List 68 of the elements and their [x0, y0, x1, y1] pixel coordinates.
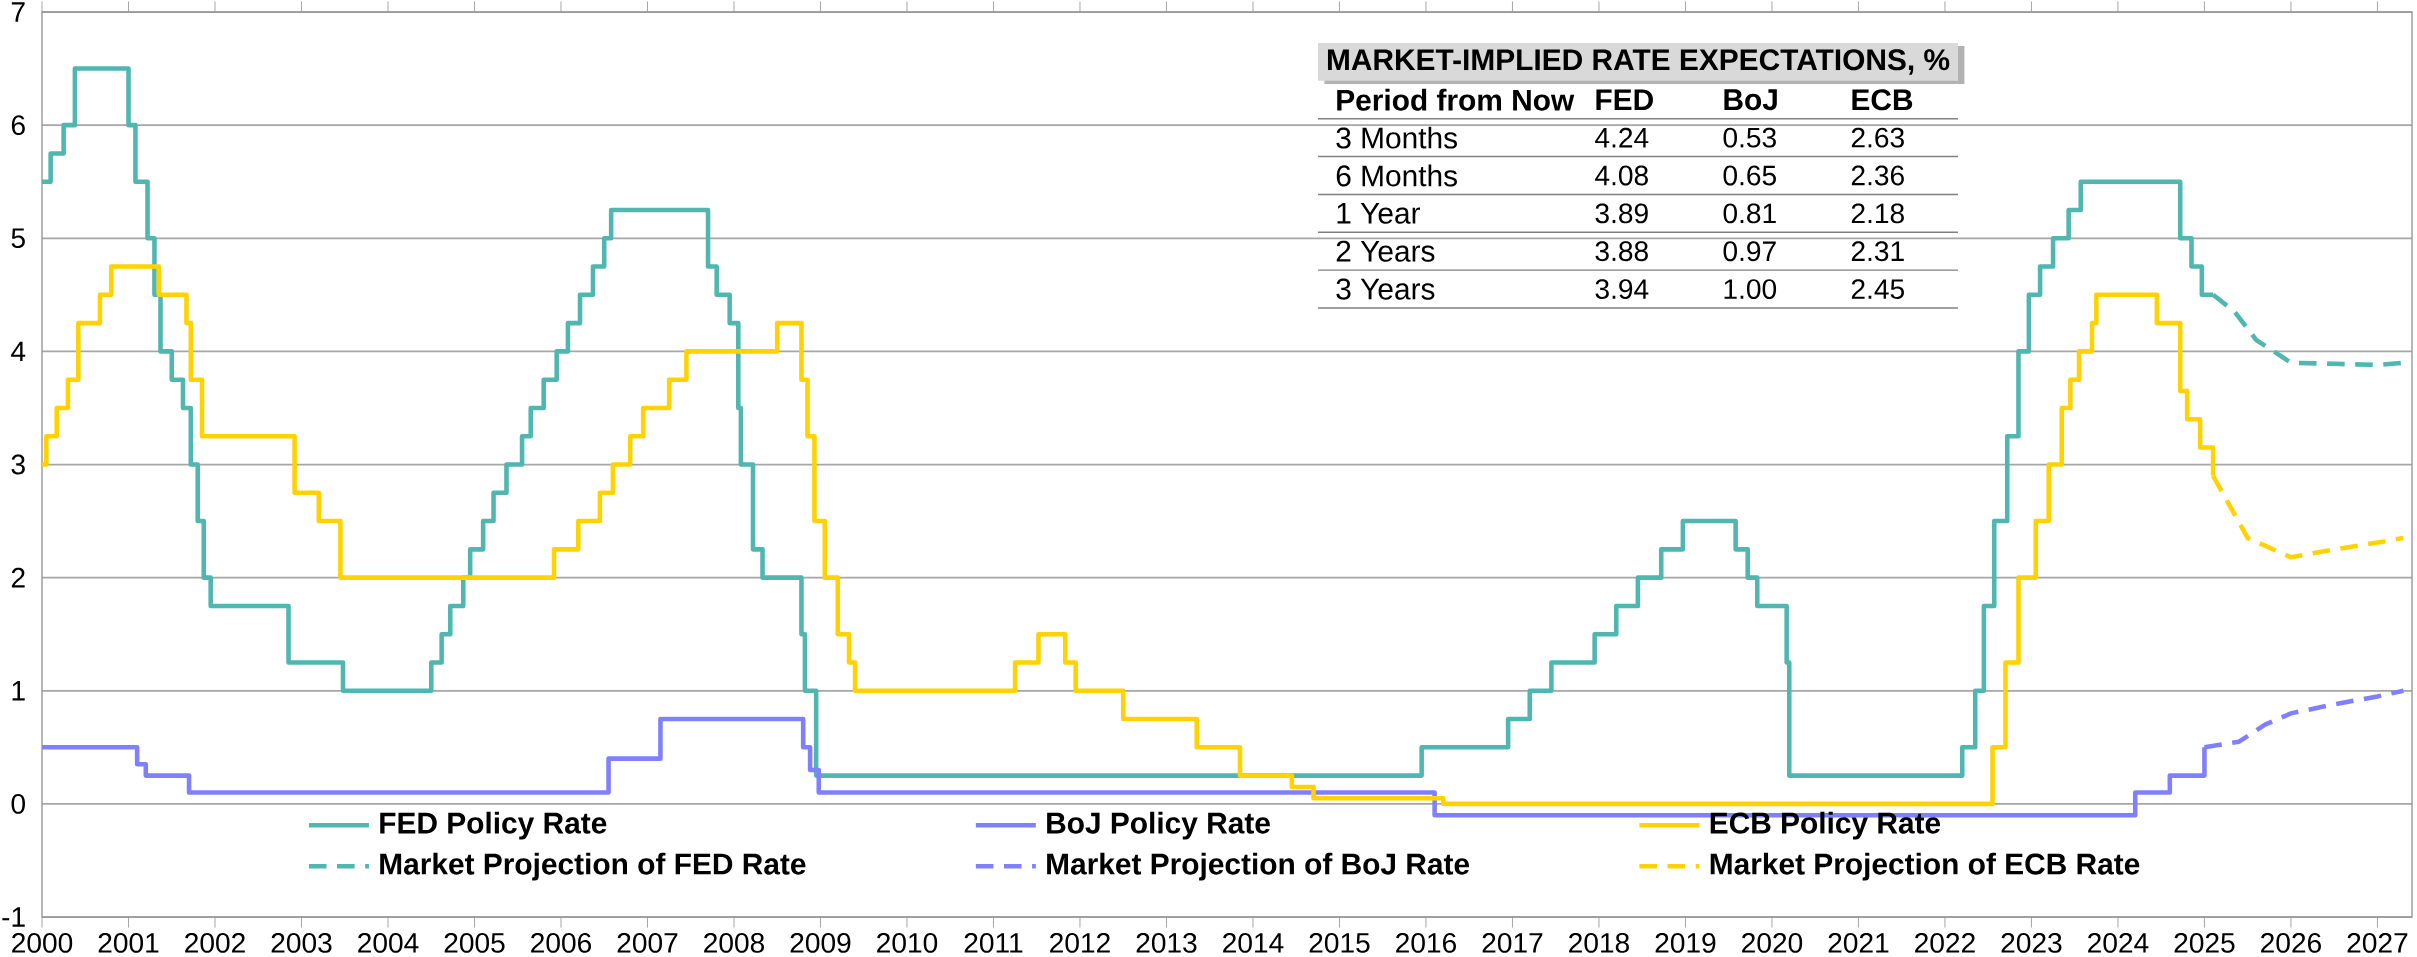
- text: 2.18: [1851, 203, 1904, 224]
- x-tick-label: 2008: [704, 932, 764, 953]
- text: 0.53: [1723, 127, 1776, 148]
- text: 2.63: [1851, 127, 1904, 148]
- y-tick-label: 3: [11, 454, 25, 475]
- category-label: 6 Months: [1336, 164, 1457, 187]
- y-tick-label: 0: [11, 793, 25, 814]
- x-tick-label: 2004: [358, 932, 419, 953]
- category-label: ECB: [1852, 89, 1913, 111]
- x-tick-label: 2015: [1309, 932, 1370, 953]
- x-tick-label: 2027: [2347, 932, 2408, 953]
- text: 3.88: [1595, 241, 1648, 262]
- x-tick-label: 2023: [2001, 932, 2062, 953]
- legend-label: Market Projection of FED Rate: [380, 852, 806, 881]
- x-tick-label: 2003: [271, 932, 332, 953]
- x-tick-label: 2021: [1828, 932, 1889, 953]
- y-tick-label: 1: [12, 681, 25, 701]
- x-tick-label: 2010: [877, 932, 938, 953]
- x-tick-label: 2018: [1569, 932, 1629, 953]
- text: 4.08: [1595, 165, 1648, 186]
- text: 3.94: [1595, 279, 1649, 300]
- x-tick-label: 2002: [185, 932, 245, 953]
- y-tick-label: -1: [2, 907, 25, 927]
- y-tick-label: 4: [11, 341, 26, 362]
- text: 3.89: [1595, 203, 1648, 224]
- text: 0.97: [1723, 241, 1776, 262]
- x-tick-label: 2025: [2174, 932, 2235, 953]
- x-tick-label: 2013: [1136, 932, 1197, 953]
- category-label: 2 Years: [1336, 240, 1435, 262]
- category-label: 3 Years: [1336, 278, 1435, 300]
- x-tick-label: 2011: [964, 932, 1023, 953]
- text: MARKET-IMPLIED RATE EXPECTATIONS, %: [1327, 49, 1950, 75]
- category-label: 3 Months: [1336, 126, 1457, 149]
- y-tick-label: 5: [11, 228, 25, 249]
- text: 2.45: [1851, 279, 1904, 300]
- legend-label: FED Policy Rate: [380, 811, 607, 840]
- text: Period from Now: [1337, 88, 1575, 111]
- text: 1.00: [1724, 279, 1777, 300]
- x-tick-label: 2001: [98, 932, 159, 953]
- x-tick-label: 2000: [12, 932, 73, 953]
- x-tick-label: 2022: [1915, 932, 1975, 953]
- category-label: FED: [1596, 89, 1653, 111]
- x-tick-label: 2024: [2088, 932, 2149, 953]
- x-tick-label: 2007: [617, 932, 678, 953]
- text: 2.36: [1851, 165, 1904, 186]
- x-tick-label: 2016: [1396, 932, 1456, 953]
- x-tick-label: 2009: [790, 932, 851, 953]
- text: 0.65: [1723, 165, 1776, 186]
- text: 0.81: [1723, 203, 1776, 224]
- y-tick-label: 7: [11, 2, 25, 22]
- category-label: 1 Year: [1337, 202, 1421, 224]
- y-tick-label: 6: [11, 115, 25, 136]
- x-tick-label: 2019: [1655, 932, 1716, 953]
- x-tick-label: 2005: [444, 932, 505, 953]
- legend-label: Market Projection of BoJ Rate: [1047, 852, 1470, 881]
- x-tick-label: 2014: [1223, 932, 1284, 953]
- category-label: BoJ: [1724, 89, 1777, 111]
- x-tick-label: 2020: [1742, 932, 1803, 953]
- legend-label: BoJ Policy Rate: [1047, 811, 1270, 840]
- x-tick-label: 2012: [1050, 932, 1110, 953]
- legend-label: ECB Policy Rate: [1710, 811, 1941, 840]
- text: 4.24: [1595, 127, 1649, 148]
- x-tick-label: 2006: [531, 932, 591, 953]
- x-tick-label: 2026: [2261, 932, 2321, 953]
- text: 2.31: [1851, 241, 1904, 262]
- legend-label: Market Projection of ECB Rate: [1710, 852, 2140, 881]
- x-tick-label: 2017: [1482, 932, 1543, 953]
- y-tick-label: 2: [11, 567, 25, 588]
